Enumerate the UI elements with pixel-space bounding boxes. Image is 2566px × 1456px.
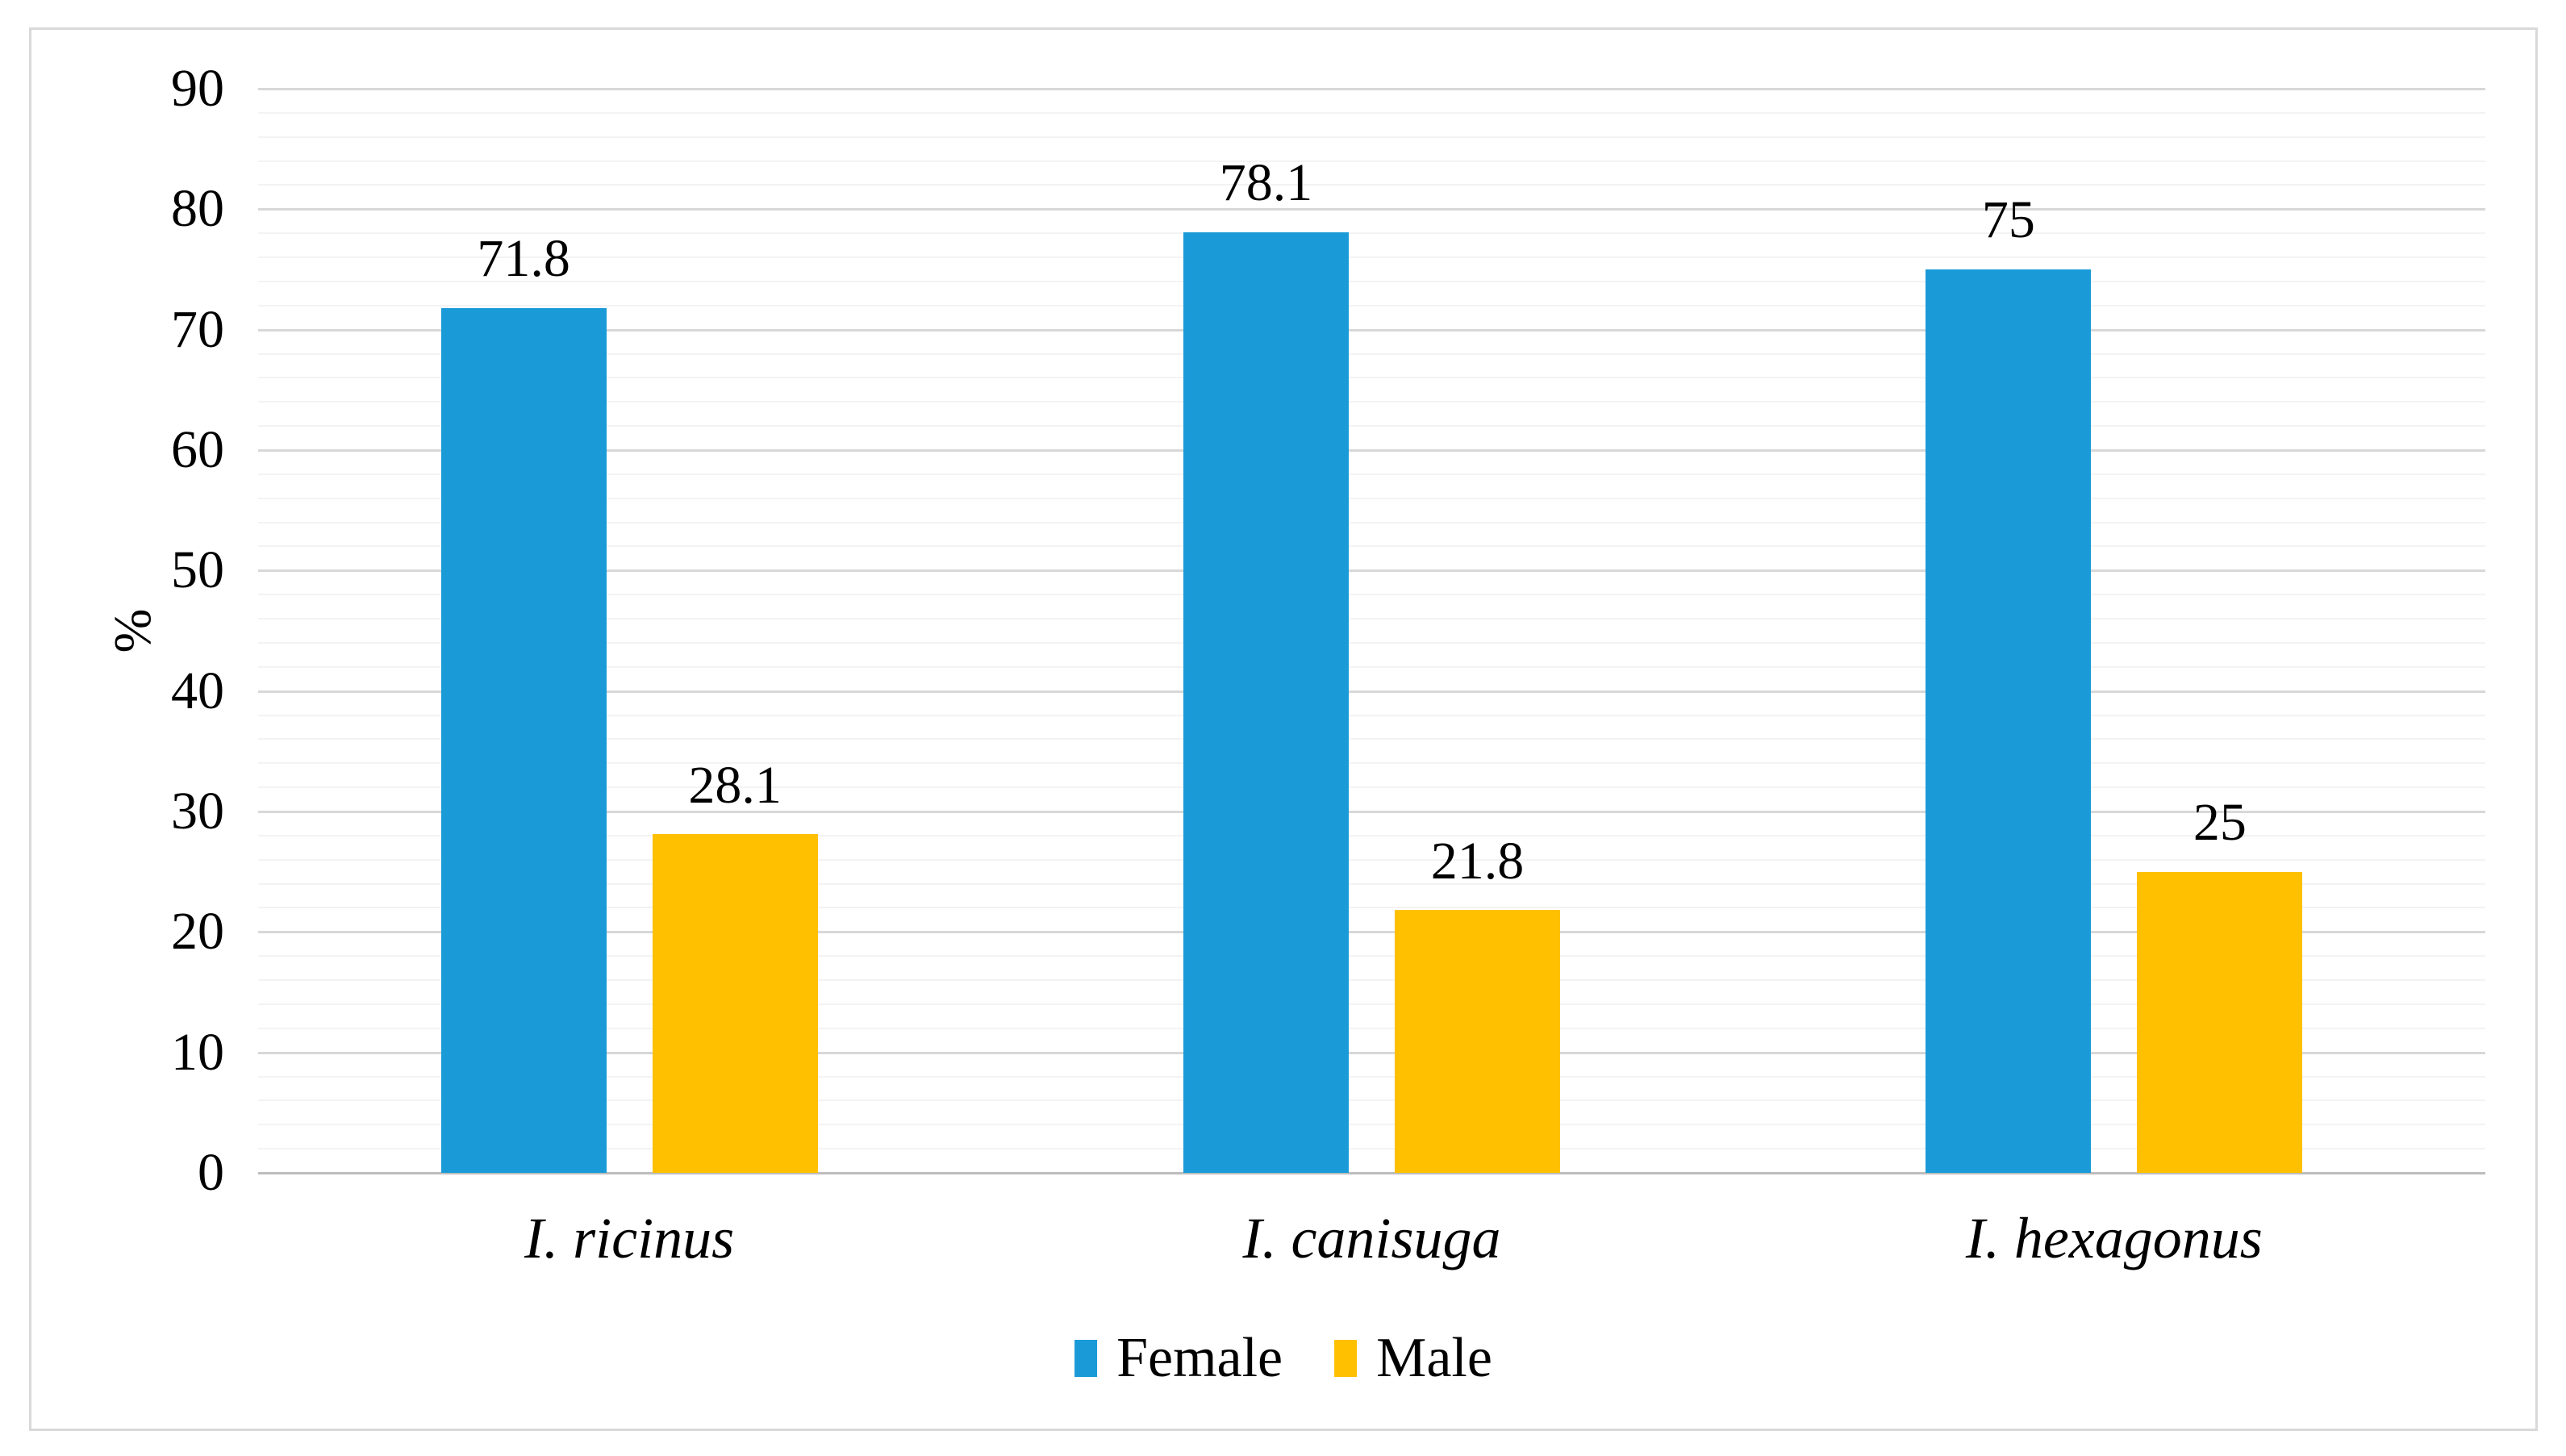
minor-gridline [258, 111, 2485, 114]
x-category-label: I. canisuga [1242, 1206, 1501, 1270]
minor-gridline [258, 714, 2485, 716]
category-group: 78.1 21.8 [1000, 89, 1742, 1173]
minor-gridline [258, 618, 2485, 620]
major-gridline [258, 208, 2485, 211]
minor-gridline [258, 184, 2485, 186]
male-swatch-icon [1334, 1340, 1358, 1377]
bar-value-label: 21.8 [1430, 831, 1525, 891]
chart-frame: % 0 10 20 30 40 50 60 70 80 90 71.8 28.1 78.1 21.8 75… [29, 27, 2538, 1431]
minor-gridline [258, 594, 2485, 596]
y-axis-ticks: 0 10 20 30 40 50 60 70 80 90 [31, 62, 224, 1199]
x-axis-line [258, 1172, 2485, 1174]
female-bar: 71.8 [440, 230, 607, 1173]
minor-gridline [258, 545, 2485, 548]
bar-value-label: 25 [2193, 793, 2247, 853]
minor-gridline [258, 641, 2485, 644]
y-tick-label: 30 [171, 782, 224, 841]
y-tick-label: 20 [171, 902, 224, 962]
minor-gridline [258, 979, 2485, 982]
bar-value-label: 78.1 [1219, 153, 1313, 213]
legend-label: Female [1116, 1327, 1283, 1389]
y-tick-label: 10 [171, 1022, 224, 1082]
minor-gridline [258, 232, 2485, 235]
female-bar: 75 [1926, 191, 2092, 1173]
major-gridline [258, 810, 2485, 813]
category-group: 75 25 [1743, 89, 2485, 1173]
legend-item-male: Male [1334, 1330, 1492, 1387]
legend-item-female: Female [1074, 1330, 1283, 1387]
major-gridline [258, 931, 2485, 934]
y-tick-label: 0 [198, 1143, 224, 1202]
minor-gridline [258, 280, 2485, 282]
minor-gridline [258, 762, 2485, 765]
minor-gridline [258, 1075, 2485, 1078]
bars-layer: 71.8 28.1 78.1 21.8 75 25 [258, 89, 2485, 1173]
y-tick-label: 80 [171, 179, 224, 239]
minor-gridline [258, 858, 2485, 861]
major-gridline [258, 569, 2485, 573]
minor-gridline [258, 160, 2485, 162]
minor-gridline [258, 834, 2485, 836]
minor-gridline [258, 1027, 2485, 1029]
major-gridline [258, 88, 2485, 90]
legend: Female Male [1074, 1330, 1492, 1387]
minor-gridline [258, 1003, 2485, 1005]
bar-value-label: 71.8 [477, 229, 570, 289]
x-axis-labels: I. ricinus I. canisuga I. hexagonus [258, 1204, 2485, 1273]
male-bar: 25 [2137, 793, 2303, 1173]
minor-gridline [258, 786, 2485, 789]
bar-value-label: 75 [1981, 190, 2035, 250]
minor-gridline [258, 665, 2485, 668]
male-bar: 28.1 [652, 756, 818, 1173]
female-bar: 78.1 [1183, 154, 1349, 1173]
x-category-label: I. hexagonus [1965, 1206, 2263, 1270]
minor-gridline [258, 882, 2485, 885]
major-gridline [258, 690, 2485, 693]
male-bar: 21.8 [1394, 832, 1560, 1173]
female-swatch-icon [1074, 1340, 1098, 1377]
minor-gridline [258, 521, 2485, 524]
minor-gridline [258, 353, 2485, 355]
y-tick-label: 90 [171, 59, 224, 118]
major-gridline [258, 1051, 2485, 1054]
minor-gridline [258, 304, 2485, 307]
legend-label: Male [1376, 1327, 1492, 1389]
minor-gridline [258, 1148, 2485, 1150]
minor-gridline [258, 907, 2485, 909]
plot-area: 71.8 28.1 78.1 21.8 75 25 [258, 88, 2485, 1174]
x-category-label: I. ricinus [524, 1206, 735, 1270]
minor-gridline [258, 1124, 2485, 1126]
bar-value-label: 28.1 [688, 755, 782, 815]
minor-gridline [258, 738, 2485, 741]
minor-gridline [258, 401, 2485, 403]
category-group: 71.8 28.1 [258, 89, 1000, 1173]
minor-gridline [258, 955, 2485, 957]
minor-gridline [258, 1099, 2485, 1102]
y-tick-label: 60 [171, 420, 224, 479]
minor-gridline [258, 136, 2485, 138]
y-tick-label: 70 [171, 299, 224, 359]
minor-gridline [258, 497, 2485, 499]
major-gridline [258, 448, 2485, 452]
minor-gridline [258, 377, 2485, 379]
y-tick-label: 50 [171, 540, 224, 600]
minor-gridline [258, 425, 2485, 428]
major-gridline [258, 328, 2485, 332]
y-tick-label: 40 [171, 661, 224, 720]
minor-gridline [258, 473, 2485, 475]
minor-gridline [258, 257, 2485, 259]
